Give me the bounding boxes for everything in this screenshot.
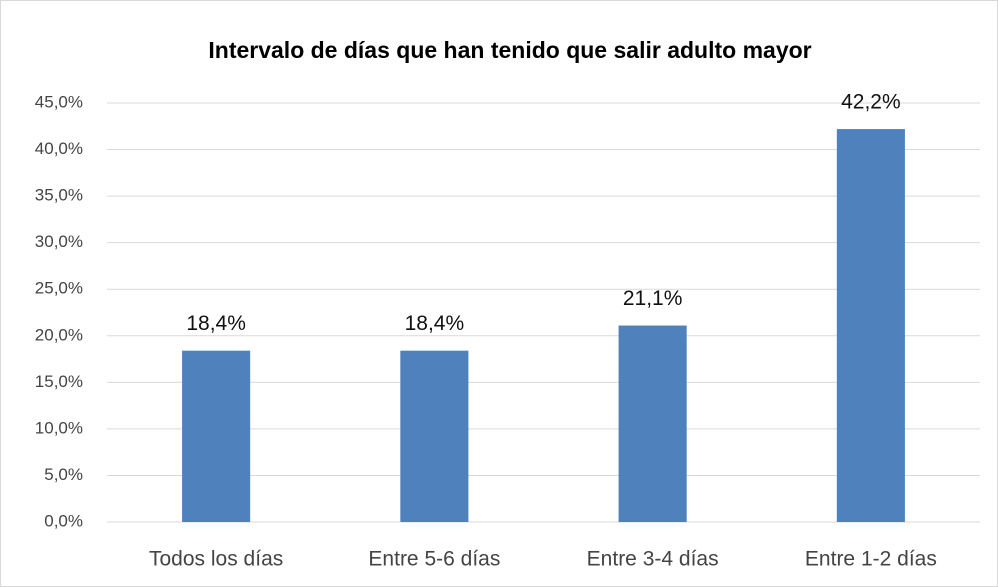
y-tick-label: 35,0% [35, 186, 83, 205]
x-tick-label: Todos los días [149, 548, 283, 571]
data-label: 18,4% [405, 312, 465, 335]
y-tick-label: 0,0% [44, 511, 83, 530]
y-tick-label: 5,0% [44, 465, 83, 484]
y-tick-label: 10,0% [35, 418, 83, 437]
x-tick-label: Entre 5-6 días [368, 548, 500, 571]
y-tick-label: 30,0% [35, 232, 83, 251]
x-tick-label: Entre 3-4 días [587, 548, 719, 571]
data-label: 42,2% [841, 91, 901, 114]
bar [400, 350, 469, 522]
y-tick-label: 40,0% [35, 139, 83, 158]
y-tick-label: 15,0% [35, 372, 83, 391]
x-tick-label: Entre 1-2 días [805, 548, 937, 571]
bar [182, 350, 251, 522]
chart-title: Intervalo de días que han tenido que sal… [208, 37, 811, 63]
bar [618, 325, 687, 522]
y-tick-label: 45,0% [35, 92, 83, 111]
bar [836, 129, 905, 522]
data-label: 18,4% [186, 312, 246, 335]
y-tick-label: 20,0% [35, 325, 83, 344]
data-label: 21,1% [623, 287, 683, 310]
y-tick-label: 25,0% [35, 279, 83, 298]
